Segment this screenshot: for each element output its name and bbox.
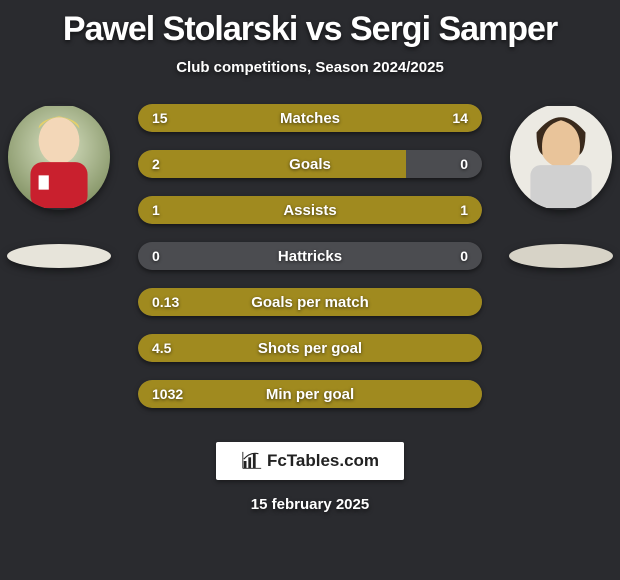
stat-value-left: 0 [152, 242, 160, 270]
chart-icon [241, 450, 263, 472]
stat-fill-left [138, 150, 406, 178]
stat-fill-left [138, 380, 482, 408]
player-left-avatar [8, 104, 110, 210]
player-right-shadow [509, 244, 613, 268]
stat-fill-left [138, 334, 482, 362]
stat-row: 20Goals [138, 150, 482, 178]
player-right-column [506, 104, 616, 268]
stat-value-right: 0 [460, 242, 468, 270]
stat-fill-right [316, 104, 482, 132]
stat-row: 1032Min per goal [138, 380, 482, 408]
logo-text: FcTables.com [267, 451, 379, 471]
stat-row: 1514Matches [138, 104, 482, 132]
stat-row: 4.5Shots per goal [138, 334, 482, 362]
stat-value-right: 0 [460, 150, 468, 178]
stat-fill-left [138, 288, 482, 316]
page-title: Pawel Stolarski vs Sergi Samper [0, 0, 620, 49]
stat-fill-left [138, 104, 316, 132]
avatar-placeholder-icon [510, 104, 612, 210]
stat-label: Hattricks [138, 242, 482, 270]
player-right-avatar [510, 104, 612, 210]
avatar-placeholder-icon [8, 104, 110, 210]
stat-row: 0 0Hattricks [138, 242, 482, 270]
stat-row: 11Assists [138, 196, 482, 224]
stat-fill-right [310, 196, 482, 224]
comparison-chart: 1514Matches20Goals11Assists00Hattricks0.… [0, 104, 620, 424]
fctables-logo: FcTables.com [216, 442, 404, 480]
page-subtitle: Club competitions, Season 2024/2025 [0, 59, 620, 76]
stat-fill-left [138, 196, 310, 224]
stat-row: 0.13Goals per match [138, 288, 482, 316]
player-left-shadow [7, 244, 111, 268]
stat-bars-container: 1514Matches20Goals11Assists00Hattricks0.… [138, 104, 482, 426]
date-label: 15 february 2025 [0, 496, 620, 513]
player-left-column [4, 104, 114, 268]
